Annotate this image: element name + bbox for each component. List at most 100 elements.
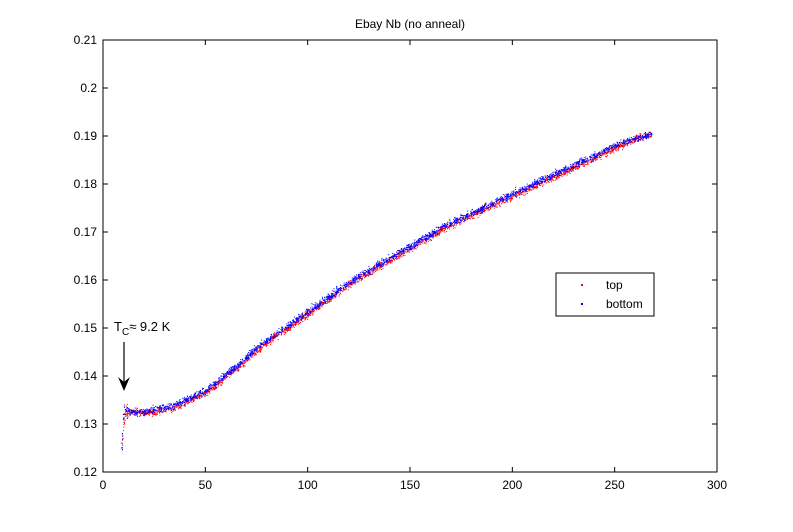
data-point <box>312 309 314 311</box>
data-point <box>593 158 595 160</box>
data-point <box>209 390 211 392</box>
data-point <box>530 184 532 186</box>
data-point <box>555 171 557 173</box>
data-point <box>143 412 145 414</box>
data-point <box>476 214 478 216</box>
data-point <box>614 147 616 149</box>
data-point <box>515 191 517 193</box>
data-point <box>419 241 421 243</box>
data-point <box>388 257 390 259</box>
data-point <box>375 267 377 269</box>
data-point <box>254 348 256 350</box>
data-point <box>245 359 247 361</box>
data-point <box>285 332 287 334</box>
data-point <box>480 206 482 208</box>
data-point <box>213 386 215 388</box>
data-point <box>437 226 439 228</box>
data-point <box>190 396 192 398</box>
data-point <box>535 182 537 184</box>
data-point <box>230 370 232 372</box>
data-point <box>328 297 330 299</box>
data-point <box>345 282 347 284</box>
data-point <box>639 137 641 139</box>
data-point <box>629 140 631 142</box>
data-point <box>167 408 169 410</box>
data-point <box>412 244 414 246</box>
data-point <box>498 199 500 201</box>
data-point <box>536 181 538 183</box>
data-point <box>458 223 460 225</box>
data-point <box>245 361 247 363</box>
data-point <box>241 362 243 364</box>
data-point <box>259 348 261 350</box>
data-point <box>223 377 225 379</box>
data-point <box>375 269 377 271</box>
data-point <box>431 239 433 241</box>
data-point <box>399 255 401 257</box>
data-point <box>592 155 594 157</box>
data-point <box>596 156 598 158</box>
data-point <box>576 167 578 169</box>
data-point <box>482 206 484 208</box>
data-point <box>409 248 411 250</box>
data-point <box>492 206 494 208</box>
data-point <box>261 339 263 341</box>
data-point <box>167 406 169 408</box>
data-point <box>533 184 535 186</box>
x-tick-label: 300 <box>707 478 727 492</box>
data-point <box>460 213 462 215</box>
data-point <box>641 139 643 141</box>
data-point <box>431 233 433 235</box>
data-point <box>626 138 628 140</box>
data-point <box>214 383 216 385</box>
data-point <box>172 406 174 408</box>
data-point <box>380 263 382 265</box>
legend: top bottom <box>555 272 655 317</box>
data-point <box>619 146 621 148</box>
data-point <box>473 211 475 213</box>
data-point <box>490 203 492 205</box>
data-point <box>436 234 438 236</box>
data-point <box>260 343 262 345</box>
data-point <box>298 314 300 316</box>
data-point <box>319 303 321 305</box>
data-point <box>269 343 271 345</box>
data-point <box>480 213 482 215</box>
data-point <box>220 383 222 385</box>
data-point <box>570 164 572 166</box>
data-point <box>494 204 496 206</box>
data-point <box>157 411 159 413</box>
data-point <box>195 395 197 397</box>
data-point <box>620 144 622 146</box>
data-point <box>605 153 607 155</box>
data-point <box>548 176 550 178</box>
data-point <box>345 283 347 285</box>
data-point <box>347 283 349 285</box>
data-point <box>307 315 309 317</box>
data-point <box>345 289 347 291</box>
data-point <box>314 308 316 310</box>
data-point <box>511 197 513 199</box>
data-point <box>536 183 538 185</box>
data-point <box>588 161 590 163</box>
data-point <box>182 401 184 403</box>
data-point <box>384 261 386 263</box>
data-point <box>262 343 264 345</box>
data-point <box>223 376 225 378</box>
data-point <box>438 232 440 234</box>
data-point <box>351 280 353 282</box>
data-point <box>124 422 126 424</box>
data-point <box>472 216 474 218</box>
data-point <box>585 163 587 165</box>
data-point <box>137 410 139 412</box>
data-point <box>500 197 502 199</box>
data-point <box>473 210 475 212</box>
data-point <box>164 407 166 409</box>
data-point <box>274 331 276 333</box>
data-point <box>496 200 498 202</box>
data-point <box>453 227 455 229</box>
data-point <box>168 408 170 410</box>
data-point <box>281 328 283 330</box>
data-point <box>322 304 324 306</box>
data-point <box>326 303 328 305</box>
